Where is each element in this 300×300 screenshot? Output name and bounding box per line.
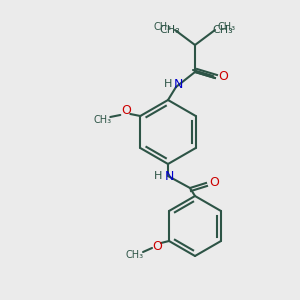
Text: O: O [121, 104, 131, 118]
Text: CH₃: CH₃ [160, 25, 180, 35]
Text: O: O [218, 70, 228, 83]
Text: O: O [209, 176, 219, 190]
Text: CH₃: CH₃ [218, 22, 236, 32]
Text: N: N [164, 169, 174, 182]
Text: CH₃: CH₃ [93, 115, 111, 125]
Text: CH₃: CH₃ [154, 22, 172, 32]
Text: CH₃: CH₃ [213, 25, 233, 35]
Text: CH₃: CH₃ [126, 250, 144, 260]
Text: H: H [164, 79, 172, 89]
Text: H: H [154, 171, 162, 181]
Text: O: O [152, 239, 162, 253]
Text: N: N [173, 77, 183, 91]
